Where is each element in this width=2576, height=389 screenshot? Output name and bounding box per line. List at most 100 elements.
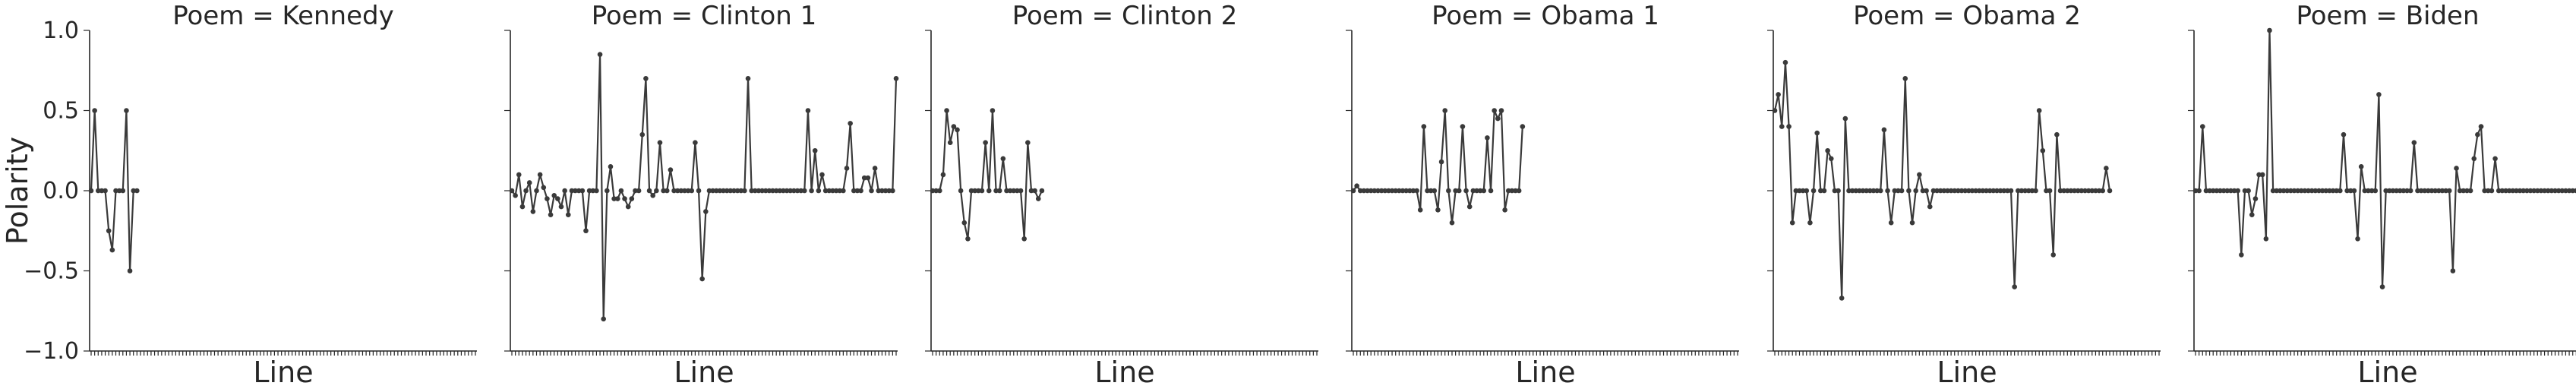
- panel-title: Poem = Clinton 1: [592, 1, 817, 31]
- data-point: [2203, 188, 2209, 194]
- data-point: [2316, 188, 2322, 194]
- data-point: [1984, 188, 1989, 194]
- x-axis-label: Line: [253, 356, 313, 389]
- data-point: [2259, 172, 2265, 178]
- data-point: [1913, 188, 1918, 194]
- data-point: [2531, 188, 2537, 194]
- data-point: [1994, 188, 2000, 194]
- data-point: [523, 188, 529, 194]
- data-point: [2514, 188, 2519, 194]
- data-point: [569, 188, 575, 194]
- data-point: [1864, 188, 1869, 194]
- x-axis-label: Line: [1937, 356, 1997, 389]
- data-point: [854, 188, 860, 194]
- data-point: [886, 188, 892, 194]
- data-point: [2366, 188, 2371, 194]
- data-point: [2432, 188, 2438, 194]
- data-point: [2075, 188, 2081, 194]
- data-point: [1446, 188, 1451, 194]
- data-point: [2379, 284, 2385, 289]
- data-point: [106, 228, 112, 234]
- x-axis-label: Line: [674, 356, 734, 389]
- data-point: [812, 147, 818, 153]
- data-point: [2545, 188, 2551, 194]
- data-point: [2096, 188, 2102, 194]
- data-point: [2323, 188, 2329, 194]
- data-point: [848, 121, 853, 126]
- data-point: [2492, 156, 2498, 162]
- data-point: [961, 220, 968, 226]
- data-point: [724, 188, 730, 194]
- data-point: [2411, 140, 2417, 145]
- data-point: [625, 204, 631, 210]
- data-point: [88, 188, 94, 194]
- data-point: [1365, 188, 1370, 194]
- data-point: [710, 188, 715, 194]
- data-point: [685, 188, 691, 194]
- data-point: [2338, 188, 2343, 194]
- data-point: [2404, 188, 2410, 194]
- data-point: [728, 188, 734, 194]
- data-point: [1025, 140, 1031, 145]
- data-point: [2284, 188, 2290, 194]
- series-line: [2196, 29, 2576, 288]
- data-point: [639, 131, 646, 138]
- data-point: [1924, 188, 1929, 194]
- data-point: [1435, 207, 1441, 213]
- data-point: [990, 108, 996, 113]
- data-point: [1952, 188, 1958, 194]
- data-point: [809, 188, 814, 194]
- data-point: [1456, 188, 1462, 194]
- data-point: [1378, 188, 1384, 194]
- data-point: [2358, 164, 2364, 169]
- data-point: [2270, 188, 2276, 194]
- data-point: [1804, 188, 1810, 194]
- data-point: [2089, 188, 2095, 194]
- data-point: [555, 196, 560, 201]
- data-point: [861, 175, 867, 181]
- data-point: [1857, 188, 1862, 194]
- data-point: [1463, 188, 1469, 194]
- data-point: [986, 188, 992, 194]
- data-point: [979, 188, 985, 194]
- data-point: [629, 196, 635, 201]
- data-point: [1361, 188, 1367, 194]
- data-point: [2228, 188, 2233, 194]
- data-point: [731, 188, 737, 194]
- data-point: [654, 188, 659, 194]
- data-point: [590, 188, 596, 194]
- data-point: [2036, 108, 2042, 113]
- data-point: [576, 188, 582, 194]
- data-point: [2057, 188, 2063, 194]
- data-point: [2506, 188, 2512, 194]
- data-point: [95, 188, 101, 194]
- data-point: [2047, 188, 2053, 194]
- data-point: [1807, 220, 1813, 226]
- data-point: [1789, 220, 1795, 226]
- data-point: [120, 188, 126, 194]
- data-point: [844, 166, 850, 171]
- data-point: [1432, 188, 1438, 194]
- data-point: [682, 188, 687, 194]
- data-point: [1417, 207, 1423, 213]
- data-point: [1018, 188, 1024, 194]
- data-point: [2278, 188, 2283, 194]
- data-point: [2214, 188, 2220, 194]
- data-point: [2054, 131, 2060, 138]
- data-point: [2334, 188, 2339, 194]
- data-point: [2443, 188, 2448, 194]
- data-point: [2461, 188, 2467, 194]
- data-point: [759, 188, 765, 194]
- data-point: [1818, 188, 1823, 194]
- data-point: [805, 108, 811, 113]
- data-point: [865, 175, 871, 181]
- data-point: [622, 196, 627, 201]
- data-point: [1881, 127, 1887, 133]
- data-point: [2309, 188, 2315, 194]
- data-point: [696, 188, 702, 194]
- data-point: [784, 188, 790, 194]
- data-point: [721, 188, 726, 194]
- data-point: [2224, 188, 2230, 194]
- data-point: [2050, 252, 2057, 258]
- data-point: [1860, 188, 1866, 194]
